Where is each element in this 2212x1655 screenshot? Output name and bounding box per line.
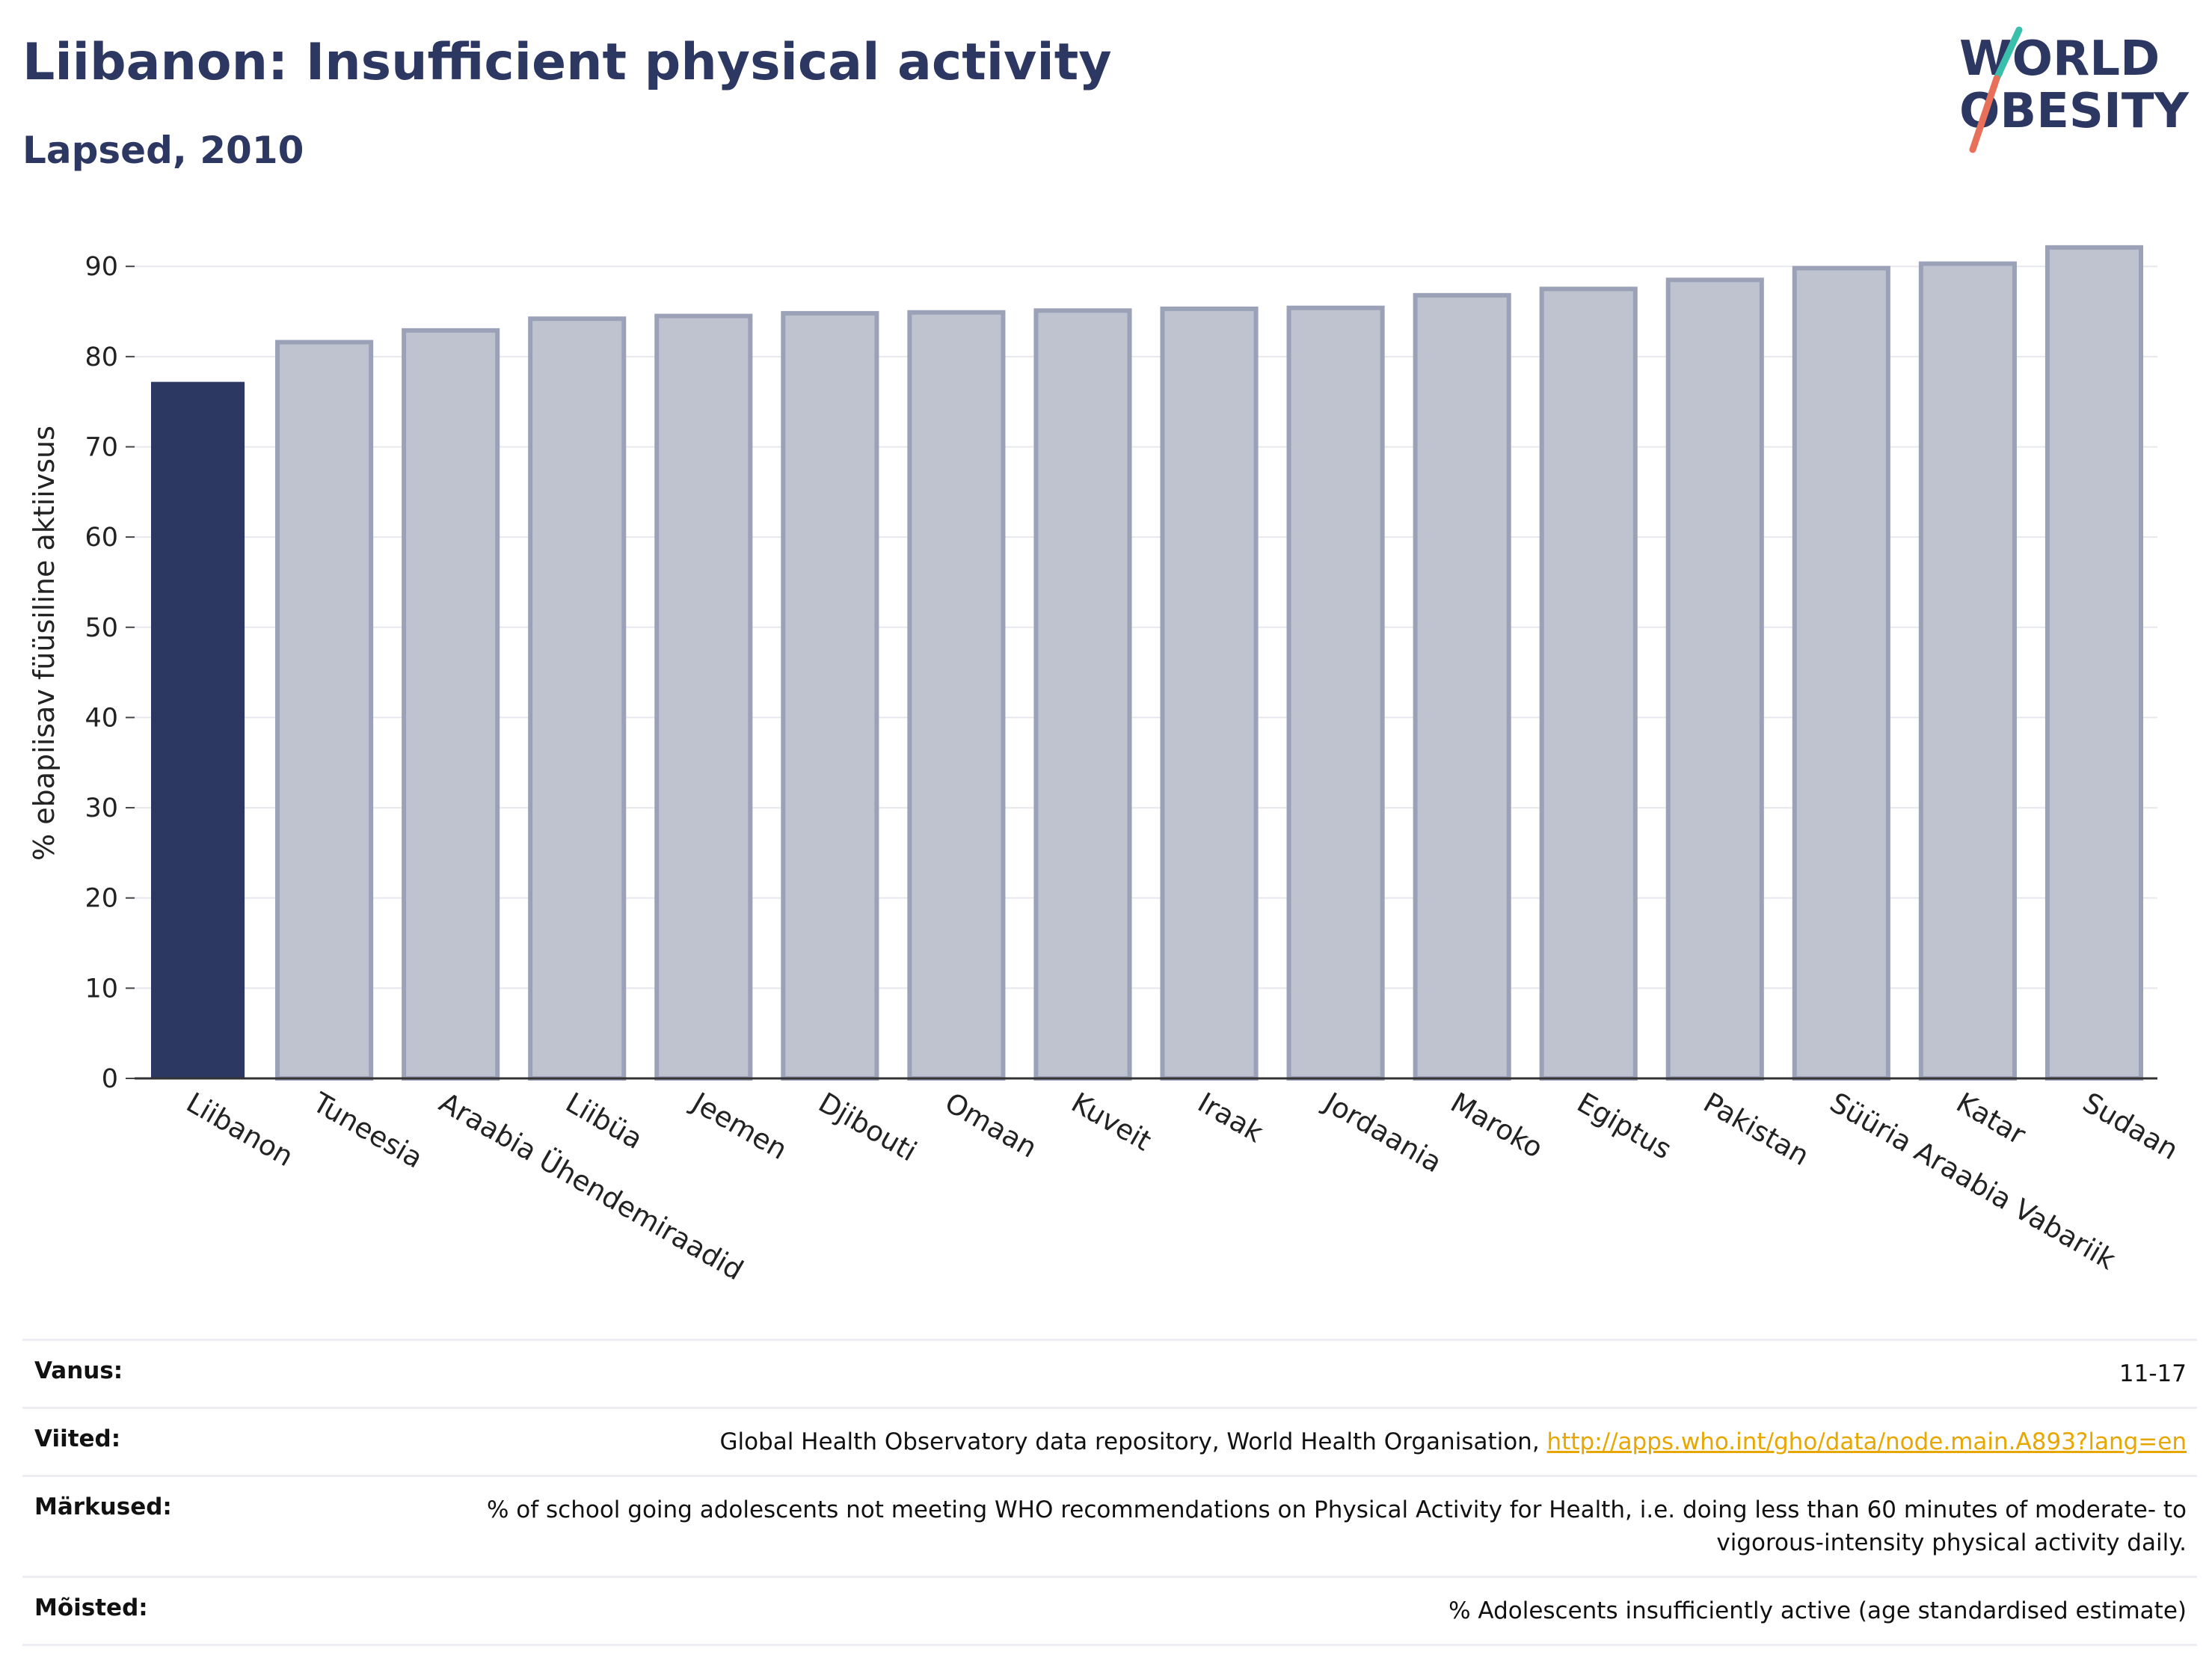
y-tick-label: 90 xyxy=(85,252,118,282)
y-tick-label: 40 xyxy=(85,703,118,733)
x-tick-label: Liibüa xyxy=(560,1087,648,1156)
meta-row-age: Vanus: 11-17 xyxy=(22,1339,2197,1407)
bar-omaan xyxy=(907,310,1006,1081)
bar-jeemen xyxy=(654,313,753,1081)
bar-liibüa xyxy=(528,316,627,1081)
world-obesity-logo: WORLD OBESITY xyxy=(1959,26,2189,153)
bar-djibouti xyxy=(781,310,879,1081)
logo-text-world: WORLD xyxy=(1959,31,2160,87)
logo-accent-coral xyxy=(1969,75,2000,153)
meta-key: Vanus: xyxy=(34,1357,123,1384)
x-tick-label: Egiptus xyxy=(1572,1087,1677,1166)
bar-liibanon xyxy=(150,381,245,1078)
y-tick-label: 60 xyxy=(85,523,118,553)
meta-row-notes: Märkused: % of school going adolescents … xyxy=(22,1475,2197,1576)
bar-iraak xyxy=(1160,306,1259,1081)
meta-key: Märkused: xyxy=(34,1493,172,1520)
y-tick-label: 80 xyxy=(85,343,118,372)
meta-value: % of school going adolescents not meetin… xyxy=(486,1496,2187,1556)
chart-subtitle: Lapsed, 2010 xyxy=(22,129,304,172)
metadata-table: Vanus: 11-17 Viited: Global Health Obser… xyxy=(22,1339,2197,1646)
logo-text-obesity: OBESITY xyxy=(1959,84,2189,139)
bar-egiptus xyxy=(1539,286,1638,1081)
axis-layer xyxy=(126,265,2157,1080)
bar-kuveit xyxy=(1033,308,1132,1081)
bar-maroko xyxy=(1413,292,1511,1081)
bar-katar xyxy=(1918,261,2017,1081)
x-tick-label: Tuneesia xyxy=(307,1086,428,1175)
bar-pakistan xyxy=(1665,277,1764,1081)
bar-süüria-araabia-vabariik xyxy=(1792,265,1890,1081)
x-tick-label: Katar xyxy=(1951,1087,2032,1152)
meta-row-references: Viited: Global Health Observatory data r… xyxy=(22,1407,2197,1475)
reference-link[interactable]: http://apps.who.int/gho/data/node.main.A… xyxy=(1546,1428,2187,1455)
meta-value-wrapper: Global Health Observatory data repositor… xyxy=(719,1425,2187,1458)
y-tick-label: 0 xyxy=(102,1064,118,1094)
bar-jordaania xyxy=(1286,305,1385,1081)
x-tick-label: Jordaania xyxy=(1318,1086,1447,1179)
meta-value: % Adolescents insufficiently active (age… xyxy=(1448,1597,2187,1624)
x-tick-label: Maroko xyxy=(1446,1087,1549,1164)
x-tick-label: Liibanon xyxy=(181,1087,298,1173)
y-axis-title: % ebapiisav füüsiline aktiivsus xyxy=(28,426,61,861)
meta-value: 11-17 xyxy=(2119,1360,2187,1387)
y-tick-label: 70 xyxy=(85,432,118,462)
x-tick-label: Sudaan xyxy=(2077,1087,2184,1167)
meta-key: Viited: xyxy=(34,1425,121,1452)
chart-title: Liibanon: Insufficient physical activity xyxy=(22,33,1112,92)
x-tick-label: Jeemen xyxy=(686,1086,793,1167)
x-tick-label: Pakistan xyxy=(1698,1087,1815,1173)
meta-row-definitions: Mõisted: % Adolescents insufficiently ac… xyxy=(22,1576,2197,1646)
bar-sudaan xyxy=(2044,245,2144,1081)
x-tick-label: Omaan xyxy=(939,1087,1042,1164)
y-tick-label: 30 xyxy=(85,793,118,823)
bar-tuneesia xyxy=(275,340,374,1081)
bar-layer xyxy=(150,245,2144,1081)
y-tick-label: 20 xyxy=(85,884,118,914)
x-tick-label: Djibouti xyxy=(813,1087,922,1168)
logo-accent-teal xyxy=(1993,26,2023,82)
meta-value: Global Health Observatory data repositor… xyxy=(719,1428,1547,1455)
meta-key: Mõisted: xyxy=(34,1594,148,1621)
x-tick-label: Kuveit xyxy=(1066,1087,1156,1158)
y-tick-label: 50 xyxy=(85,613,118,643)
y-tick-label: 10 xyxy=(85,974,118,1004)
x-tick-label: Iraak xyxy=(1193,1087,1269,1149)
bar-araabia-ühendemiraadid xyxy=(402,328,500,1081)
